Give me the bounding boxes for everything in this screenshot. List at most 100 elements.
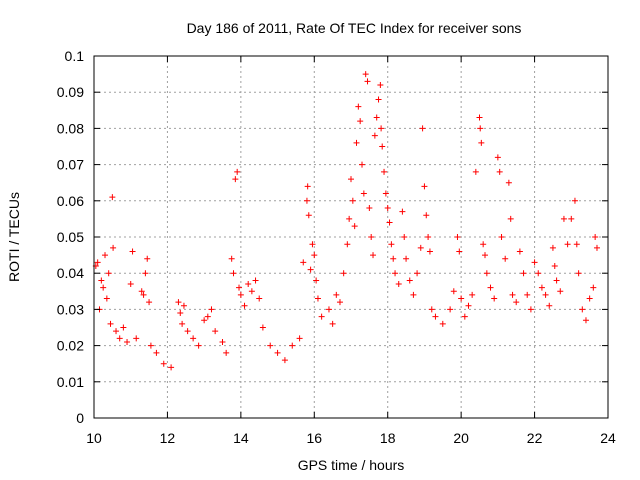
data-point — [175, 299, 182, 306]
data-point — [575, 270, 582, 277]
data-point — [516, 248, 523, 255]
data-point — [318, 313, 325, 320]
data-point — [94, 259, 101, 266]
data-point — [370, 252, 377, 259]
data-point — [146, 299, 153, 306]
data-point — [305, 212, 312, 219]
data-point — [494, 154, 501, 161]
data-point — [373, 114, 380, 121]
data-point — [573, 241, 580, 248]
data-point — [410, 291, 417, 298]
y-tick-label: 0.1 — [65, 48, 85, 64]
data-point — [509, 291, 516, 298]
data-point — [360, 190, 367, 197]
data-point — [184, 328, 191, 335]
data-point — [364, 78, 371, 85]
y-tick-label: 0.09 — [57, 84, 84, 100]
data-point — [138, 288, 145, 295]
data-point — [403, 255, 410, 262]
data-point — [592, 234, 599, 240]
data-point — [248, 288, 255, 295]
data-point — [109, 194, 116, 201]
data-point — [234, 168, 241, 175]
data-point — [353, 139, 360, 146]
data-point — [378, 125, 385, 132]
data-point — [432, 313, 439, 320]
data-point — [333, 291, 340, 298]
data-point — [219, 338, 226, 345]
data-point — [309, 241, 316, 248]
y-tick-label: 0.06 — [57, 193, 84, 209]
data-point — [147, 342, 154, 349]
data-point — [362, 71, 369, 78]
data-point — [487, 284, 494, 291]
y-tick-label: 0 — [76, 410, 84, 426]
data-point — [520, 270, 527, 277]
data-point — [426, 248, 433, 255]
y-tick-label: 0.02 — [57, 338, 84, 354]
data-point — [102, 252, 109, 259]
data-point — [281, 357, 288, 364]
data-point — [190, 335, 197, 342]
data-point — [359, 161, 366, 168]
data-point — [546, 302, 553, 309]
data-point — [392, 270, 399, 277]
data-point — [144, 255, 151, 262]
data-point — [593, 244, 600, 251]
data-point — [116, 335, 123, 342]
data-point — [419, 125, 426, 132]
data-point — [314, 295, 321, 302]
data-point — [461, 313, 468, 320]
data-point — [355, 103, 362, 110]
chart-title: Day 186 of 2011, Rate Of TEC Index for r… — [187, 20, 522, 36]
data-point — [428, 306, 435, 313]
data-point — [124, 338, 131, 345]
y-tick-label: 0.08 — [57, 120, 84, 136]
y-tick-label: 0.03 — [57, 301, 84, 317]
x-tick-label: 14 — [233, 430, 249, 446]
data-point — [344, 241, 351, 248]
data-point — [127, 281, 134, 288]
data-point — [98, 277, 105, 284]
data-point — [406, 277, 413, 284]
data-point — [212, 328, 219, 335]
x-tick-label: 24 — [600, 430, 616, 446]
data-point — [377, 81, 384, 88]
data-point — [564, 241, 571, 248]
data-point — [325, 306, 332, 313]
data-point — [177, 310, 184, 317]
data-point — [307, 266, 314, 273]
data-point — [107, 320, 114, 327]
data-point — [232, 176, 239, 183]
data-point — [340, 270, 347, 277]
data-point — [483, 270, 490, 277]
data-point — [447, 306, 454, 313]
x-tick-label: 12 — [160, 430, 176, 446]
data-point — [303, 197, 310, 204]
data-point — [476, 114, 483, 121]
data-point — [395, 281, 402, 288]
y-tick-label: 0.07 — [57, 157, 84, 173]
data-point — [582, 317, 589, 324]
data-point — [142, 270, 149, 277]
data-point — [208, 306, 215, 313]
data-point — [456, 248, 463, 255]
data-point — [348, 176, 354, 183]
data-point — [531, 259, 538, 266]
data-point — [450, 288, 457, 295]
data-point — [267, 342, 274, 349]
data-point — [236, 284, 243, 291]
data-point — [204, 313, 211, 320]
data-point — [160, 360, 167, 367]
y-tick-label: 0.01 — [57, 374, 84, 390]
data-point — [153, 349, 160, 356]
data-point — [371, 132, 378, 139]
data-point — [458, 295, 465, 302]
data-point — [505, 179, 512, 186]
data-point — [491, 295, 498, 302]
data-point — [502, 255, 509, 262]
data-point — [480, 241, 487, 248]
data-point — [478, 139, 485, 146]
data-point — [201, 317, 208, 324]
data-point — [304, 183, 311, 190]
